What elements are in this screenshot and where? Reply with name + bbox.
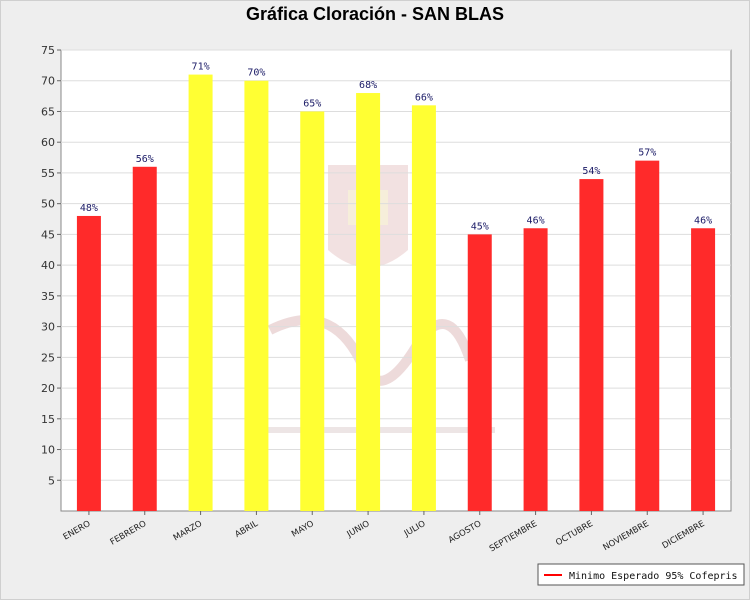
y-tick-label: 70 [41, 75, 55, 88]
bar-octubre [579, 179, 604, 511]
y-tick-label: 65 [41, 105, 55, 118]
data-labels: 48% 56% 71% 70% 65% 68% 66% 45% 46% 54% 57% 46% [80, 62, 712, 233]
legend-label: Minimo Esperado 95% Cofepris [569, 571, 738, 582]
bar-julio [411, 105, 436, 511]
bar-noviembre [635, 160, 660, 511]
y-tick-label: 25 [41, 351, 55, 364]
bar-febrero [132, 166, 157, 511]
x-tick-label: MAYO [290, 519, 316, 540]
y-tick-label: 40 [41, 259, 55, 272]
y-tick-label: 60 [41, 136, 55, 149]
bar-abril [244, 80, 269, 511]
x-tick-label: JUNIO [345, 519, 372, 540]
data-label: 46% [527, 215, 545, 226]
data-label: 56% [136, 154, 154, 165]
y-tick-label: 55 [41, 167, 55, 180]
y-tick-label: 15 [41, 413, 55, 426]
data-label: 65% [303, 98, 321, 109]
chart-title: Gráfica Cloración - SAN BLAS [245, 4, 505, 24]
y-axis: 5 10 15 20 25 30 35 40 45 50 55 60 65 70 75 [41, 44, 61, 487]
x-tick-label: NOVIEMBRE [602, 519, 651, 553]
data-label: 57% [638, 148, 656, 159]
data-label: 70% [247, 68, 265, 79]
bar-marzo [188, 74, 213, 511]
bar-mayo [300, 111, 325, 511]
x-tick-label: FEBRERO [109, 519, 149, 548]
x-tick-label: SEPTIEMBRE [488, 519, 539, 554]
legend: Minimo Esperado 95% Cofepris [537, 563, 745, 586]
plot-area [60, 49, 732, 512]
bar-septiembre [523, 228, 548, 511]
bars [76, 74, 716, 511]
x-tick-label: AGOSTO [447, 519, 484, 546]
data-label: 46% [694, 215, 712, 226]
x-tick-label: ABRIL [233, 519, 260, 540]
x-tick-label: ENERO [62, 519, 93, 543]
data-label: 68% [359, 80, 377, 91]
y-tick-label: 75 [41, 44, 55, 57]
x-tick-label: MARZO [172, 519, 205, 544]
legend-box [537, 563, 745, 586]
data-label: 71% [192, 62, 210, 73]
bar-junio [356, 93, 381, 511]
x-tick-label: JULIO [402, 519, 428, 540]
bar-agosto [467, 234, 492, 511]
y-tick-label: 20 [41, 382, 55, 395]
x-tick-label: DICIEMBRE [661, 519, 707, 551]
x-tick-label: OCTUBRE [554, 519, 595, 548]
y-tick-label: 50 [41, 198, 55, 211]
bar-enero [76, 215, 101, 511]
gridlines [61, 49, 731, 481]
y-tick-label: 30 [41, 321, 55, 334]
data-label: 54% [582, 166, 600, 177]
data-label: 45% [471, 221, 489, 232]
y-tick-label: 10 [41, 444, 55, 457]
bar-diciembre [691, 228, 716, 511]
y-tick-label: 45 [41, 228, 55, 241]
x-axis: ENERO FEBRERO MARZO ABRIL MAYO JUNIO JULIO AGOS… [62, 511, 707, 554]
data-label: 48% [80, 203, 98, 214]
y-tick-label: 5 [48, 474, 55, 487]
y-tick-label: 35 [41, 290, 55, 303]
data-label: 66% [415, 92, 433, 103]
